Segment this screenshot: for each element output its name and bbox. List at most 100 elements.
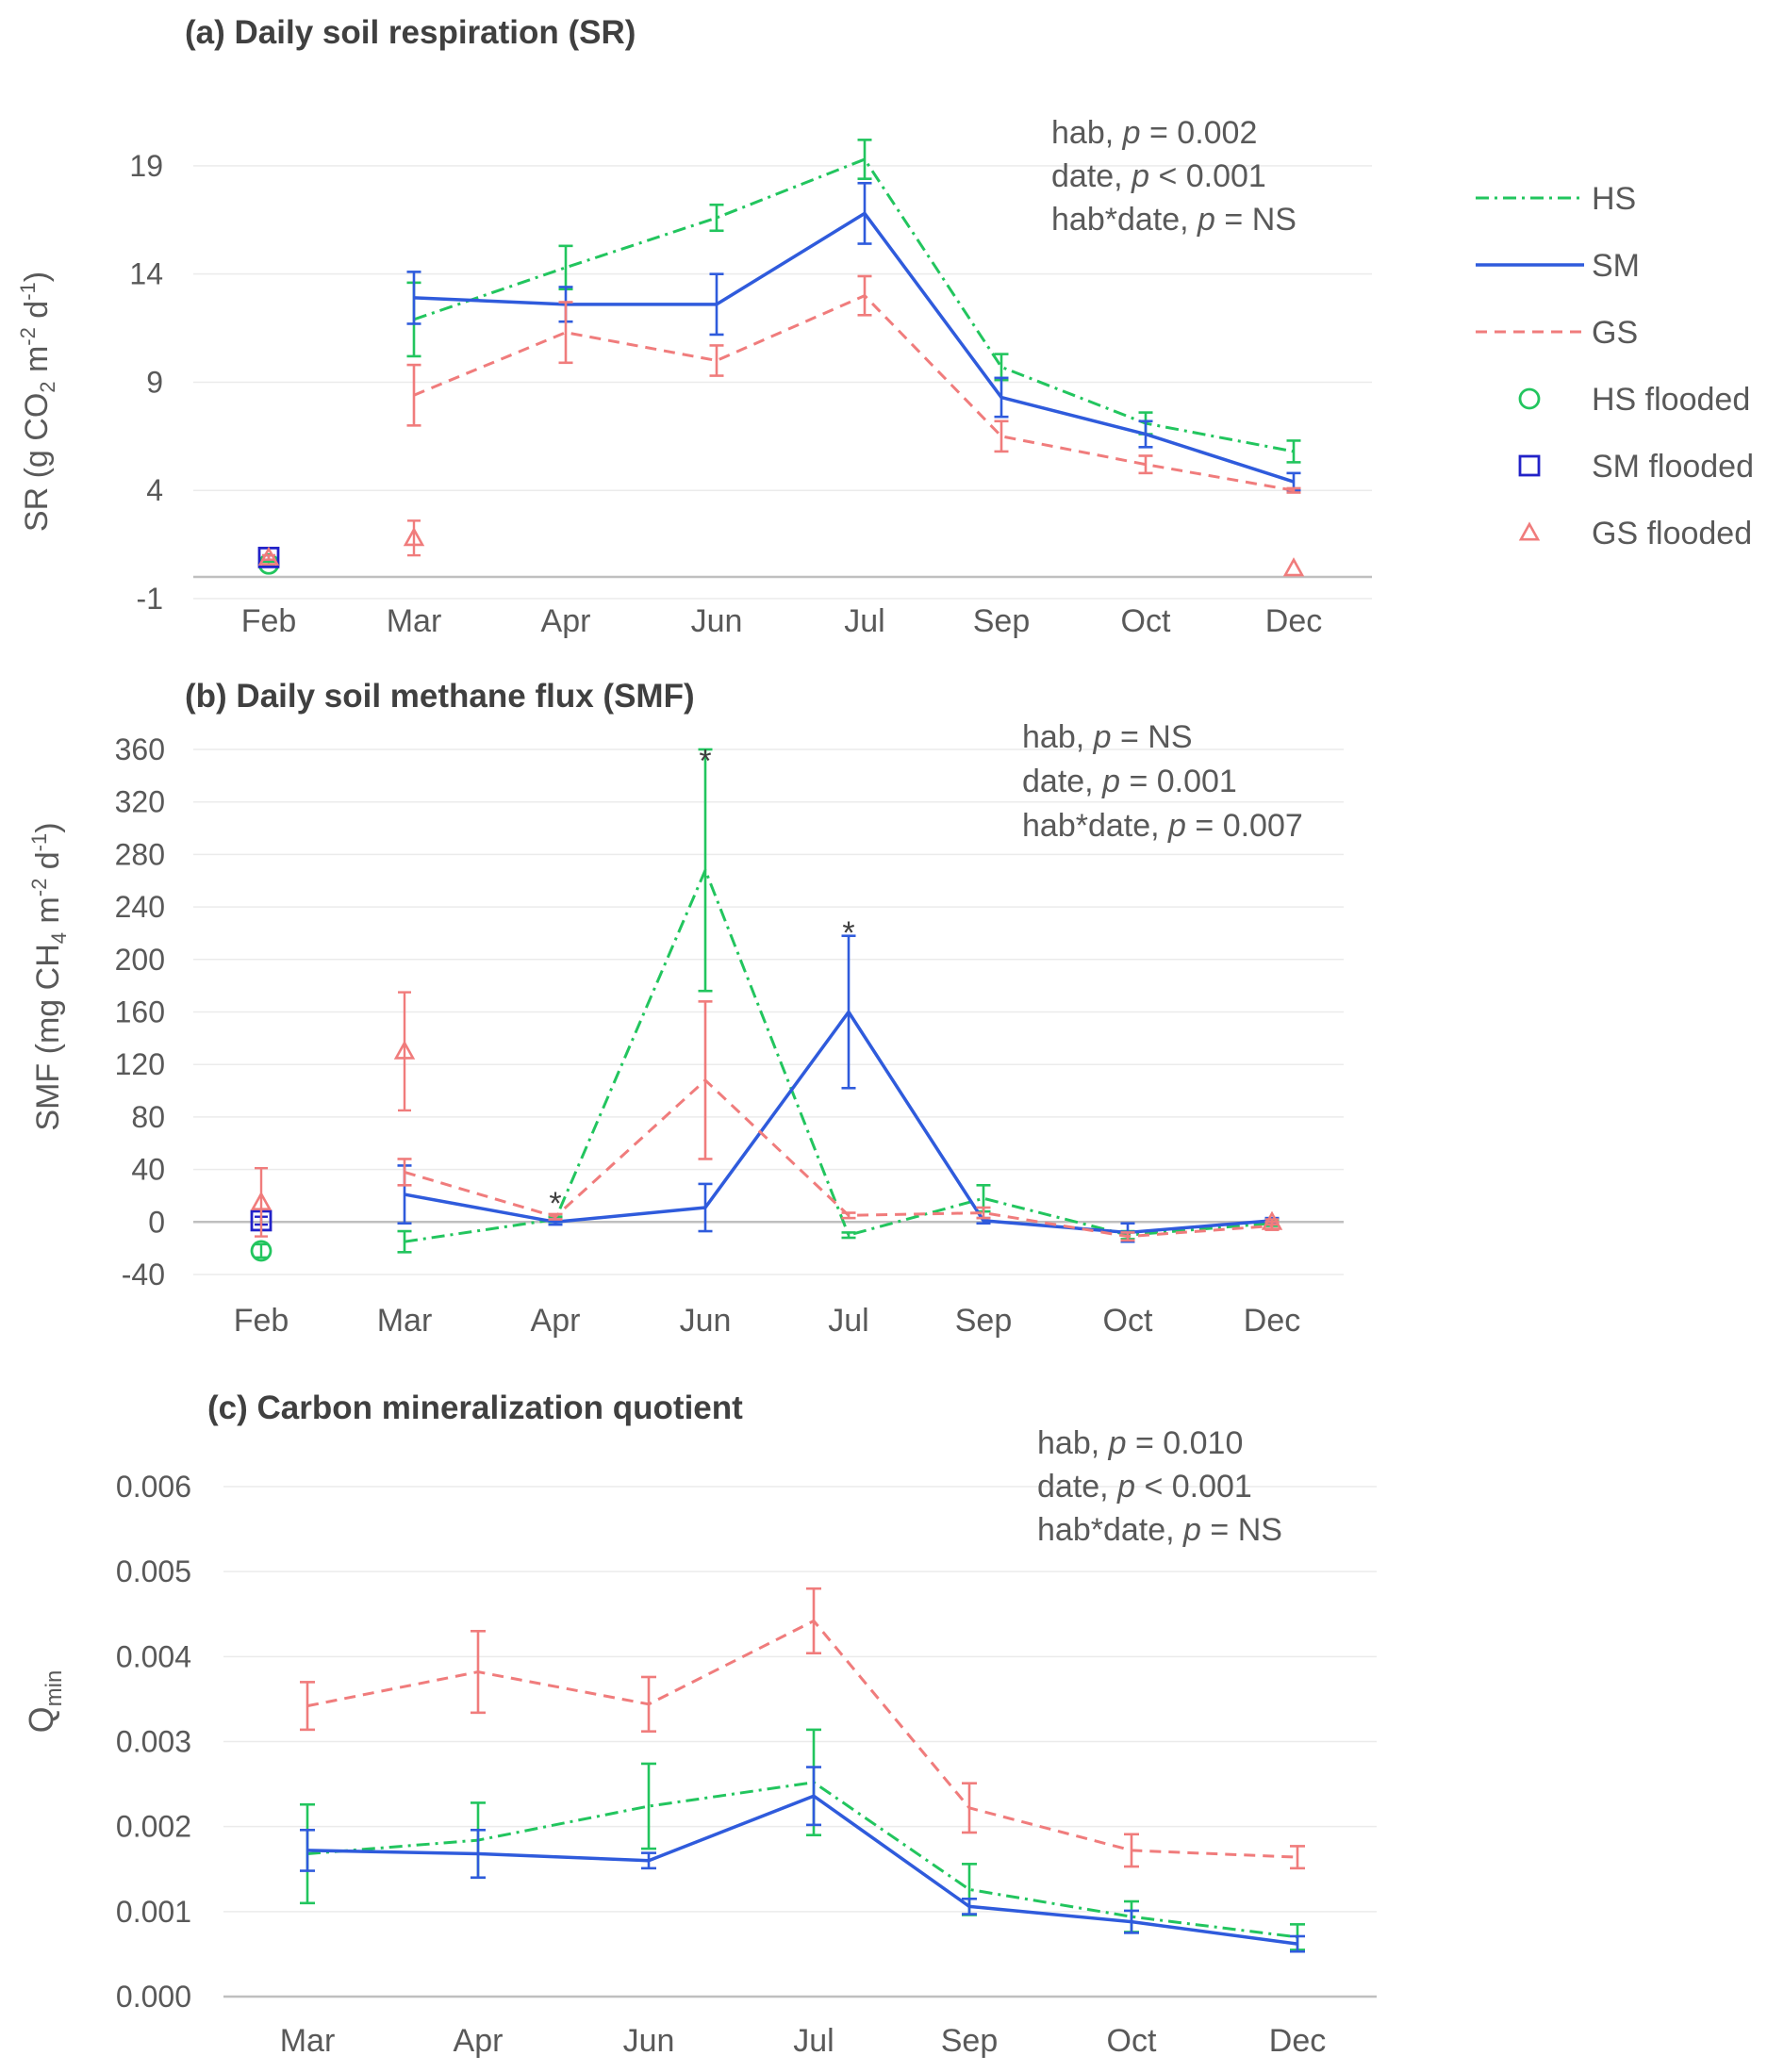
y-tick-label: 320 bbox=[115, 785, 165, 819]
error-bar-gs bbox=[857, 274, 872, 317]
error-bar-gs bbox=[1138, 454, 1153, 475]
y-tick-label: 0.001 bbox=[116, 1895, 191, 1929]
significance-asterisk: * bbox=[699, 744, 711, 780]
y-tick-label: 80 bbox=[131, 1100, 165, 1134]
x-tick-label: Jun bbox=[680, 1303, 732, 1339]
series-line-sm bbox=[413, 211, 1295, 484]
error-bar-sm bbox=[471, 1828, 486, 1880]
panel-c-stat-date: date, p < 0.001 bbox=[1037, 1469, 1252, 1505]
error-bar-hs bbox=[1286, 439, 1301, 464]
error-bar-hs bbox=[698, 748, 713, 993]
legend-label: GS bbox=[1592, 315, 1638, 351]
error-bar-gs bbox=[1290, 1845, 1305, 1870]
x-tick-label: Oct bbox=[1107, 2023, 1157, 2059]
legend-marker bbox=[1518, 387, 1541, 410]
y-tick-label: 0.006 bbox=[116, 1470, 191, 1504]
x-tick-label: Apr bbox=[454, 2023, 504, 2059]
error-bar-gs bbox=[558, 301, 573, 365]
series-line-sm bbox=[404, 1010, 1273, 1235]
error-bar-hs bbox=[641, 1762, 656, 1850]
x-tick-label: Dec bbox=[1269, 2023, 1326, 2059]
x-tick-label: Mar bbox=[377, 1303, 433, 1339]
flooded-error-bar bbox=[407, 519, 421, 557]
panel-c-y-axis-label: Qmin bbox=[22, 1670, 67, 1734]
x-tick-label: Sep bbox=[955, 1303, 1013, 1339]
series-line-sm bbox=[306, 1794, 1298, 1946]
error-bar-sm bbox=[857, 181, 872, 245]
plot-area: -40 0 40 80 120 160 200 240 280 320 360 Feb Mar Apr Ju… bbox=[115, 732, 1344, 1339]
error-bar-gs bbox=[976, 1206, 991, 1220]
legend-label: SM bbox=[1592, 248, 1640, 284]
x-tick-label: Dec bbox=[1265, 603, 1322, 639]
error-bar-sm bbox=[994, 376, 1009, 419]
legend-item-gs-flooded: GS flooded bbox=[1518, 516, 1752, 551]
flooded-marker-hs bbox=[250, 1240, 273, 1262]
error-bar-hs bbox=[857, 139, 872, 180]
plot-area: -1 4 9 14 19 Feb Mar Apr Jun Jul Sep Oct Dec bbox=[129, 139, 1372, 639]
y-tick-label: 14 bbox=[129, 257, 163, 291]
x-tick-label: Feb bbox=[241, 603, 297, 639]
y-tick-label: 19 bbox=[129, 149, 163, 183]
error-bar-gs bbox=[406, 363, 421, 427]
y-tick-label: 0.003 bbox=[116, 1725, 191, 1759]
legend-marker bbox=[1518, 521, 1541, 541]
legend-item-hs-flooded: HS flooded bbox=[1518, 382, 1750, 418]
error-bar-sm bbox=[1290, 1934, 1305, 1953]
x-tick-label: Jun bbox=[623, 2023, 675, 2059]
x-tick-label: Jul bbox=[793, 2023, 834, 2059]
series-line-gs bbox=[413, 294, 1295, 492]
legend: HS SM GS HS flooded SM flooded GS flooded bbox=[1476, 181, 1754, 551]
flooded-marker-gs bbox=[393, 1040, 416, 1060]
flooded-marker-gs bbox=[403, 527, 425, 547]
panel-c-stats: hab, p = 0.010 date, p < 0.001 hab*date,… bbox=[1037, 1425, 1282, 1548]
legend-label: HS flooded bbox=[1592, 382, 1750, 418]
error-bar-gs bbox=[548, 1212, 563, 1221]
x-tick-label: Dec bbox=[1244, 1303, 1300, 1339]
error-bar-hs bbox=[558, 244, 573, 291]
error-bar-gs bbox=[397, 1158, 412, 1187]
error-bar-sm bbox=[641, 1851, 656, 1870]
x-tick-label: Apr bbox=[531, 1303, 581, 1339]
x-tick-label: Oct bbox=[1121, 603, 1171, 639]
flooded-marker-gs bbox=[257, 546, 280, 566]
error-bar-sm bbox=[300, 1828, 315, 1872]
error-bar-sm bbox=[709, 272, 724, 337]
error-bar-gs bbox=[841, 1211, 856, 1220]
panel-b-stat-interaction: hab*date, p = 0.007 bbox=[1022, 808, 1303, 844]
x-tick-label: Apr bbox=[541, 603, 591, 639]
error-bar-gs bbox=[1120, 1231, 1135, 1242]
legend-label: GS flooded bbox=[1592, 516, 1752, 551]
y-tick-label: 360 bbox=[115, 732, 165, 766]
error-bar-sm bbox=[1124, 1909, 1139, 1934]
panel-a: -1 4 9 14 19 Feb Mar Apr Jun Jul Sep Oct Dec (a) Dai… bbox=[16, 14, 1372, 639]
y-tick-label: 0.005 bbox=[116, 1554, 191, 1588]
x-tick-label: Jun bbox=[691, 603, 743, 639]
y-tick-label: 280 bbox=[115, 837, 165, 871]
panel-c-stat-interaction: hab*date, p = NS bbox=[1037, 1512, 1282, 1548]
legend-label: HS bbox=[1592, 181, 1636, 217]
error-bar-sm bbox=[806, 1766, 821, 1827]
panel-b-y-axis-label: SMF (mg CH4 m-2 d-1) bbox=[27, 822, 71, 1130]
significance-asterisk: * bbox=[842, 915, 854, 951]
error-bar-gs bbox=[962, 1782, 977, 1834]
panel-c-stat-hab: hab, p = 0.010 bbox=[1037, 1425, 1243, 1461]
panel-a-title: (a) Daily soil respiration (SR) bbox=[185, 14, 636, 51]
error-bar-gs bbox=[1124, 1833, 1139, 1868]
panel-a-stat-interaction: hab*date, p = NS bbox=[1051, 202, 1297, 238]
x-tick-label: Sep bbox=[973, 603, 1031, 639]
error-bar-sm bbox=[1138, 419, 1153, 449]
panel-b: -40 0 40 80 120 160 200 240 280 320 360 Feb Mar Apr Ju… bbox=[27, 678, 1344, 1339]
y-tick-label: -1 bbox=[137, 582, 163, 616]
significance-asterisk: * bbox=[549, 1186, 561, 1222]
x-tick-label: Mar bbox=[280, 2023, 336, 2059]
flooded-error-bar bbox=[398, 991, 411, 1112]
panel-a-stat-date: date, p < 0.001 bbox=[1051, 158, 1266, 194]
series-line-hs bbox=[404, 868, 1273, 1243]
error-bar-sm bbox=[698, 1182, 713, 1233]
flooded-error-bar bbox=[255, 1167, 268, 1238]
panel-a-stat-hab: hab, p = 0.002 bbox=[1051, 115, 1257, 151]
y-tick-label: -40 bbox=[122, 1258, 165, 1291]
panel-c-title: (c) Carbon mineralization quotient bbox=[207, 1390, 743, 1426]
series-line-gs bbox=[404, 1078, 1273, 1239]
error-bar-gs bbox=[806, 1587, 821, 1655]
